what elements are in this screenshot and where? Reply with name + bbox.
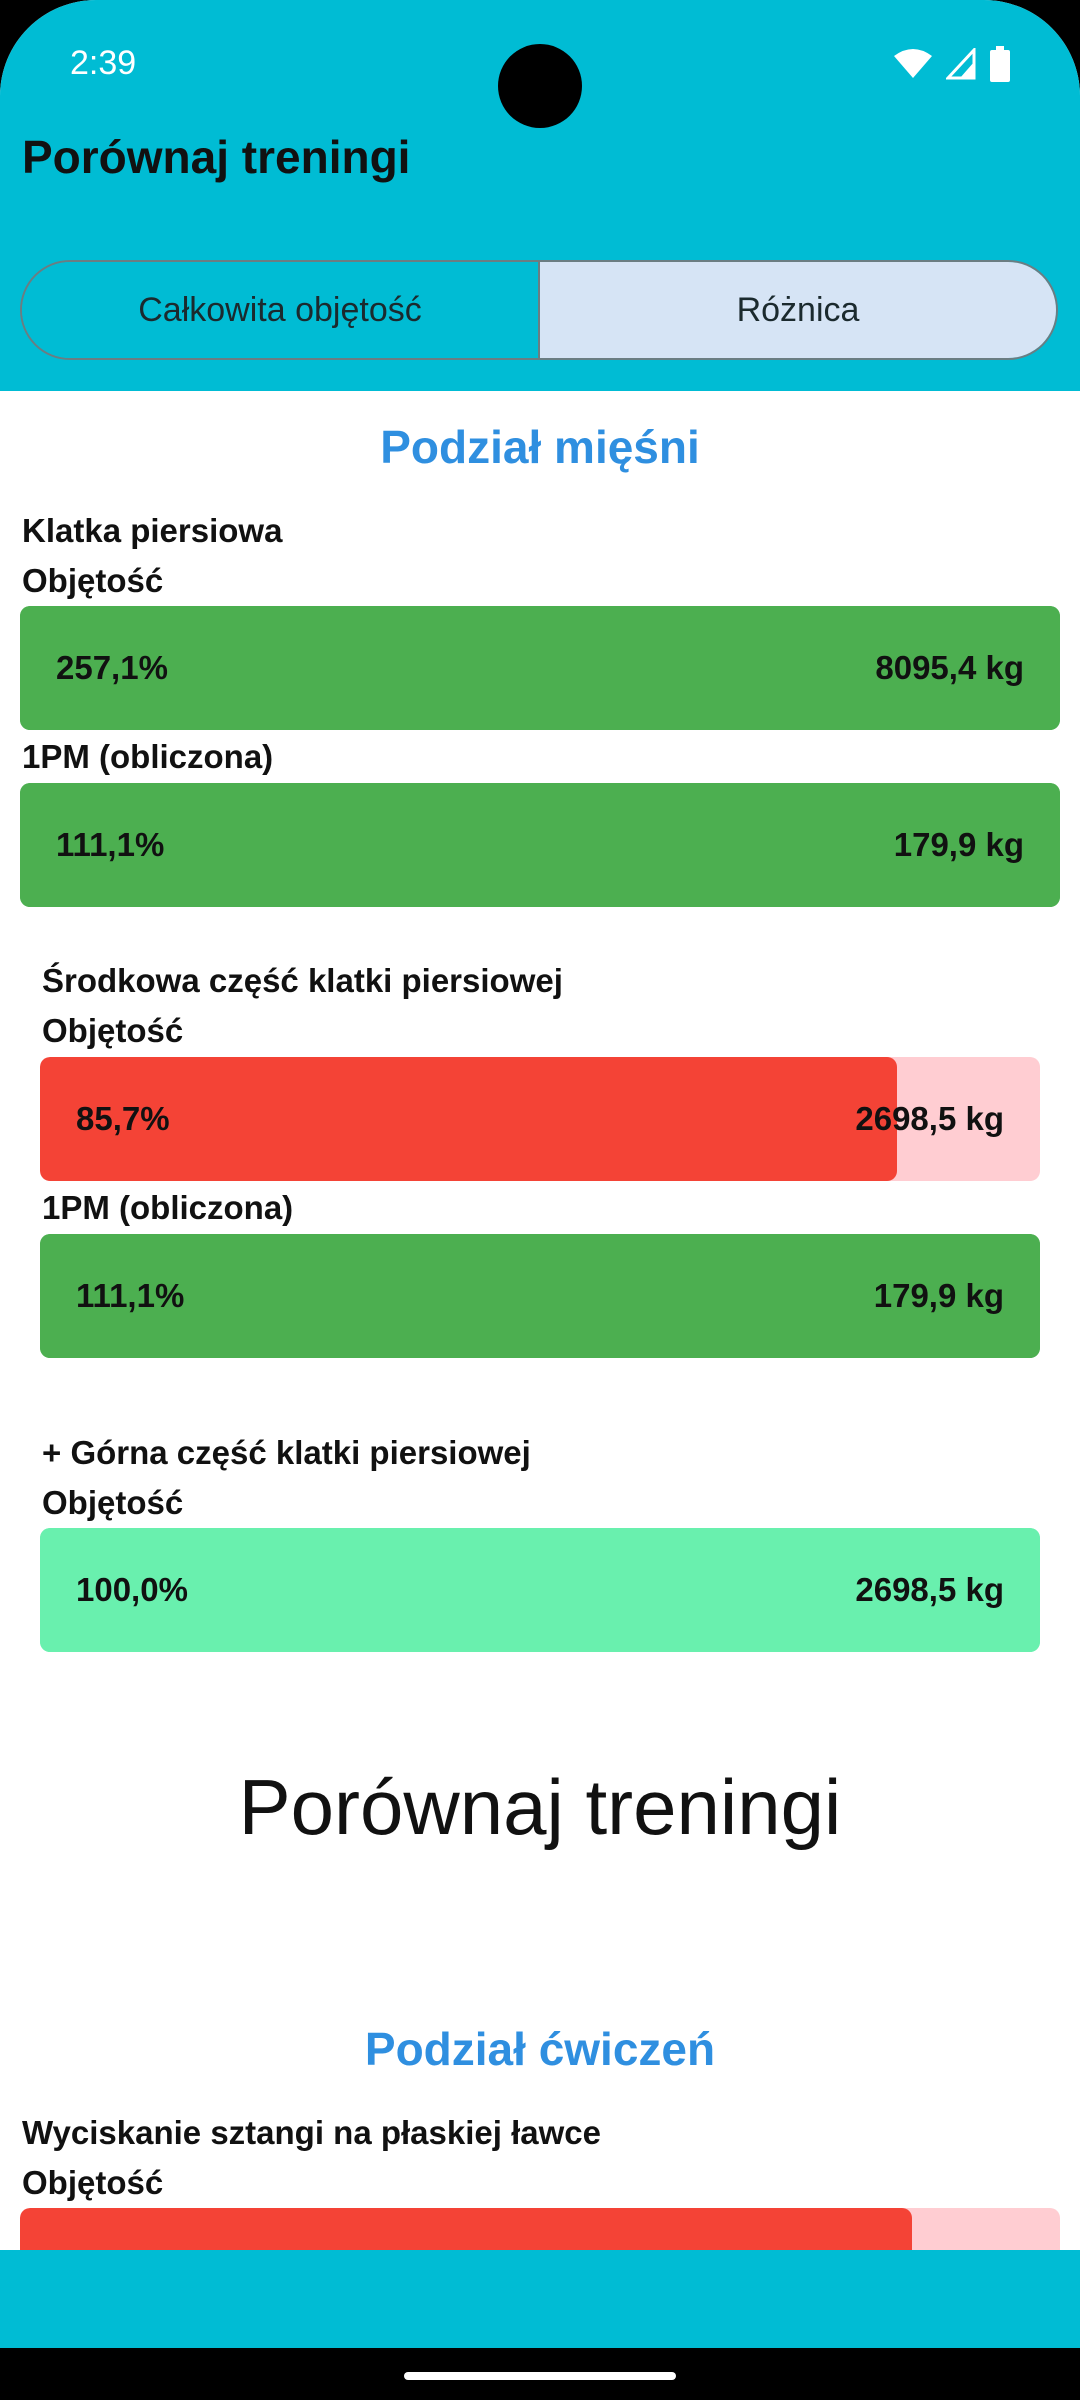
volume-value: 2698,5 kg <box>855 1571 1004 1608</box>
muscle-group-name: Środkowa część klatki piersiowej <box>42 962 563 999</box>
status-time: 2:39 <box>70 44 137 82</box>
one-rep-max-value: 179,9 kg <box>873 1277 1004 1314</box>
volume-value: 2698,5 kg <box>855 1100 1004 1137</box>
view-toggle: Całkowita objętość Różnica <box>20 260 1058 360</box>
volume-value: 8095,4 kg <box>875 649 1024 686</box>
bottom-bar <box>0 2250 1080 2348</box>
signal-icon <box>946 48 976 80</box>
volume-label: Objętość <box>42 1484 184 1521</box>
volume-label: Objętość <box>42 1012 184 1049</box>
one-rep-max-bar-fill <box>40 1234 1040 1358</box>
volume-label: Objętość <box>22 2164 164 2201</box>
compare-heading: Porównaj treningi <box>238 1763 842 1851</box>
volume-bar: 100,0% 2698,5 kg <box>40 1528 1040 1652</box>
one-rep-max-bar: 111,1% 179,9 kg <box>40 1234 1040 1358</box>
volume-bar-fill <box>40 1528 1040 1652</box>
one-rep-max-label: 1PM (obliczona) <box>42 1189 294 1226</box>
volume-percent: 257,1% <box>56 649 168 686</box>
one-rep-max-percent: 111,1% <box>56 826 165 863</box>
tab-difference[interactable]: Różnica <box>540 262 1056 358</box>
status-icons <box>894 46 1010 82</box>
page-title: Porównaj treningi <box>22 131 411 183</box>
volume-bar: 257,1% 8095,4 kg <box>20 606 1060 730</box>
volume-bar-fill <box>20 606 1060 730</box>
gesture-nav-handle[interactable] <box>404 2372 676 2380</box>
app-bar: 2:39 Porównaj treningi Całkowita objętoś… <box>0 0 1080 391</box>
muscle-breakdown-title: Podział mięśni <box>380 421 700 473</box>
app-screen: 2:39 Porównaj treningi Całkowita objętoś… <box>0 0 1080 2348</box>
muscle-group-name: Klatka piersiowa <box>22 512 283 549</box>
volume-bar: 85,7% 2698,5 kg <box>40 1057 1040 1181</box>
exercise-name: Wyciskanie sztangi na płaskiej ławce <box>22 2114 601 2151</box>
muscle-group-name: + Górna część klatki piersiowej <box>42 1434 531 1471</box>
volume-label: Objętość <box>22 562 164 599</box>
tab-total-volume[interactable]: Całkowita objętość <box>22 262 540 358</box>
one-rep-max-bar: 111,1% 179,9 kg <box>20 783 1060 907</box>
one-rep-max-percent: 111,1% <box>76 1277 185 1314</box>
volume-bar-fill <box>40 1057 897 1181</box>
wifi-icon <box>894 49 932 78</box>
camera-cutout <box>498 44 582 128</box>
one-rep-max-bar-fill <box>20 783 1060 907</box>
one-rep-max-label: 1PM (obliczona) <box>22 738 274 775</box>
one-rep-max-value: 179,9 kg <box>893 826 1024 863</box>
volume-percent: 85,7% <box>76 1100 170 1137</box>
battery-icon <box>990 46 1010 82</box>
volume-percent: 100,0% <box>76 1571 188 1608</box>
exercise-breakdown-title: Podział ćwiczeń <box>364 2023 716 2075</box>
